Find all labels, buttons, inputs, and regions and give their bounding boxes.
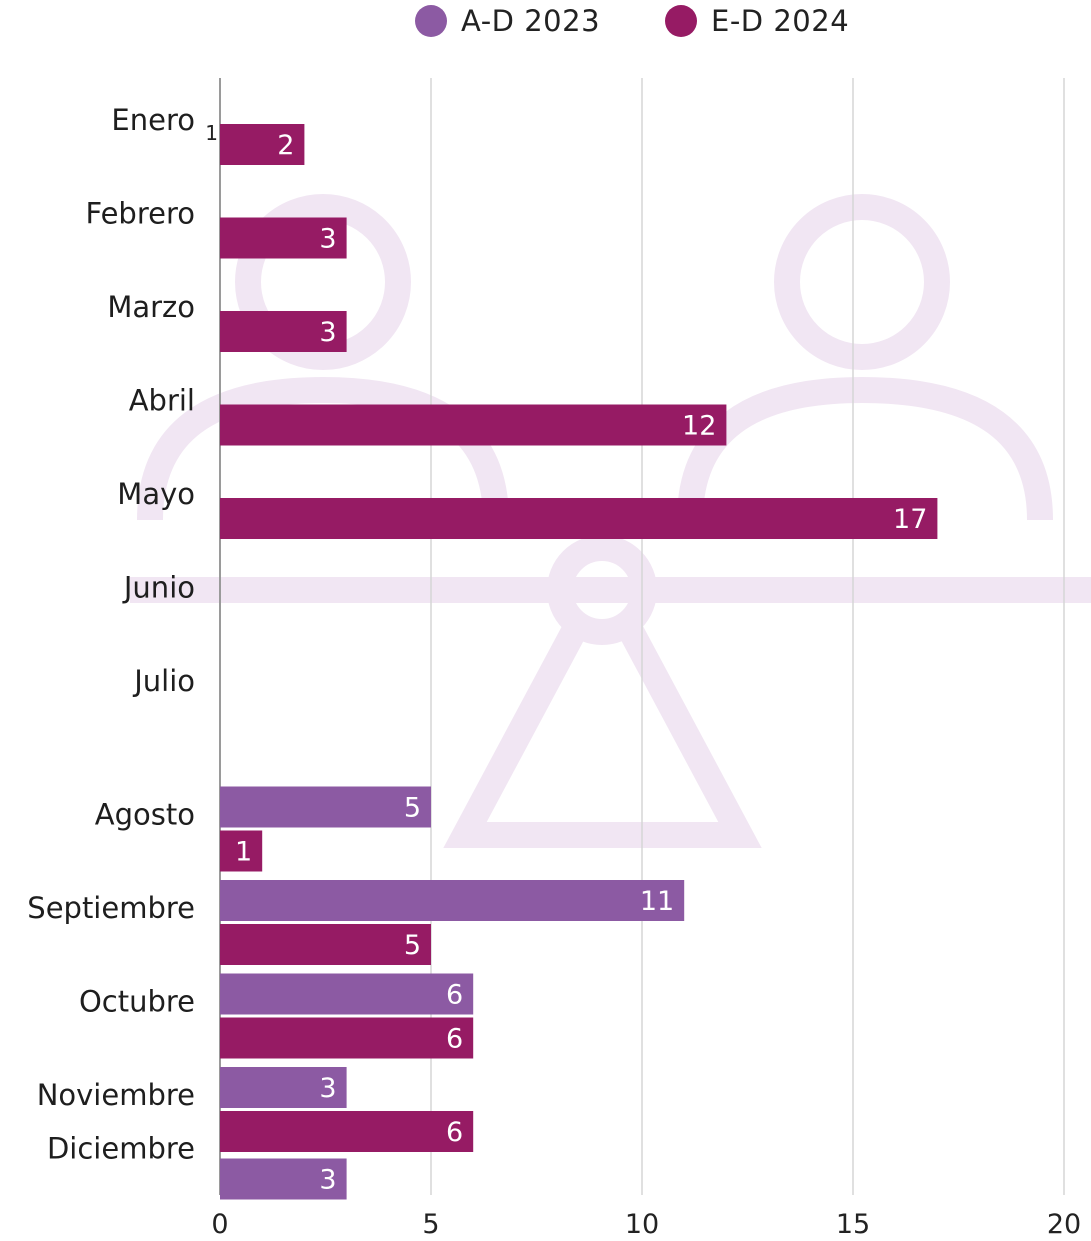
bar: [220, 973, 474, 1015]
legend: A-D 2023 E-D 2024: [0, 4, 1091, 44]
legend-label-2024: E-D 2024: [711, 4, 850, 38]
bar-value-label: 12: [682, 411, 716, 442]
bar-value-label: 17: [893, 504, 927, 535]
bar: [220, 880, 685, 921]
bar-value-label: 3: [319, 224, 336, 255]
legend-swatch-2023: [415, 5, 447, 37]
bar: [220, 786, 431, 828]
bar: [220, 498, 938, 539]
bar-value-label: 3: [319, 1165, 336, 1196]
bar: [220, 1111, 474, 1152]
legend-label-2023: A-D 2023: [461, 4, 601, 38]
x-tick-label: 15: [836, 1209, 870, 1240]
bar-value-label: 1: [235, 837, 252, 868]
bar-value-label: 6: [446, 1024, 463, 1055]
legend-item-2024: E-D 2024: [665, 4, 849, 38]
bar: [220, 404, 727, 446]
category-label: Agosto: [95, 798, 195, 832]
category-label: Noviembre: [37, 1078, 195, 1112]
category-label: Febrero: [85, 197, 195, 231]
category-label: Octubre: [79, 985, 195, 1019]
x-tick-label: 20: [1047, 1209, 1081, 1240]
bar: [220, 1017, 474, 1059]
bar: [220, 311, 347, 352]
bar-value-label: 11: [640, 886, 674, 917]
bar: [220, 1067, 347, 1108]
category-label: Enero: [111, 103, 195, 137]
bar-value-label: 3: [319, 317, 336, 348]
bar: [220, 217, 347, 259]
x-tick-label: 5: [422, 1209, 439, 1240]
bar-value-label: 2: [277, 130, 294, 161]
bar-value-label: 3: [319, 1073, 336, 1104]
category-label: Mayo: [117, 477, 195, 511]
annotations: 1: [205, 121, 218, 145]
category-label: Septiembre: [27, 891, 195, 925]
bar: [220, 924, 431, 965]
bar-value-label: 6: [446, 1117, 463, 1148]
bar: [220, 1158, 347, 1200]
category-labels: Enero Febrero Marzo Abril Mayo Junio Julio Agos…: [27, 103, 195, 1166]
legend-swatch-2024: [665, 5, 697, 37]
bar-value-label: 5: [404, 793, 421, 824]
legend-item-2023: A-D 2023: [415, 4, 600, 38]
category-label: Marzo: [107, 290, 195, 324]
category-label: Abril: [129, 384, 195, 418]
watermark-icon: [130, 194, 1091, 848]
x-tick-label: 0: [211, 1209, 228, 1240]
bar: [220, 124, 305, 165]
category-label: Junio: [122, 571, 195, 605]
bar-value-label: 5: [404, 930, 421, 961]
x-tick-label: 10: [625, 1209, 659, 1240]
bar: [220, 830, 263, 872]
x-tick-labels: 0 5 10 15 20: [211, 1209, 1081, 1240]
bar-value-label: 6: [446, 980, 463, 1011]
category-label: Diciembre: [47, 1132, 195, 1166]
category-label: Julio: [132, 664, 195, 698]
annotation-label: 1: [205, 121, 218, 145]
